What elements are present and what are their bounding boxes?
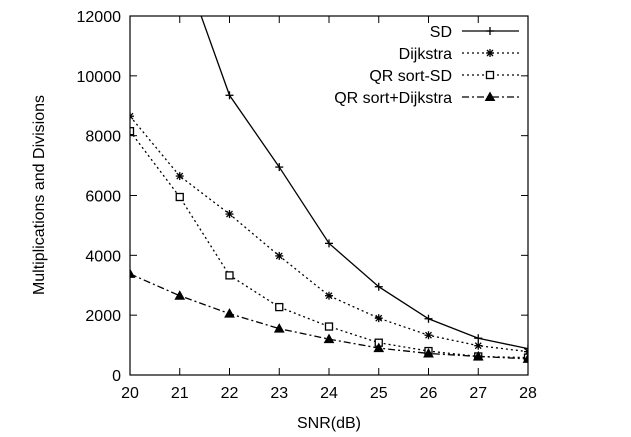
legend-marker bbox=[486, 49, 494, 57]
data-point bbox=[225, 91, 234, 100]
data-point bbox=[225, 271, 234, 280]
x-tick-label: 20 bbox=[121, 385, 139, 402]
data-point bbox=[374, 314, 383, 323]
x-tick-label: 23 bbox=[270, 385, 288, 402]
x-tick-label: 21 bbox=[171, 385, 189, 402]
data-point bbox=[174, 290, 186, 300]
legend-entry: QR sort+Dijkstra bbox=[334, 90, 519, 107]
data-point bbox=[474, 334, 483, 343]
x-axis-title: SNR(dB) bbox=[297, 415, 361, 432]
y-tick-label: 0 bbox=[112, 368, 121, 385]
series-line-dijkstra bbox=[130, 115, 528, 353]
data-point bbox=[424, 331, 433, 340]
legend-marker bbox=[484, 91, 496, 101]
data-point bbox=[323, 333, 335, 344]
series-line-qr-sort-dijkstra bbox=[130, 273, 528, 360]
data-point bbox=[275, 302, 284, 312]
plot-frame bbox=[129, 15, 529, 376]
y-tick-label: 12000 bbox=[77, 9, 122, 26]
y-tick-label: 6000 bbox=[85, 189, 121, 206]
data-point bbox=[324, 322, 334, 331]
data-point bbox=[175, 172, 184, 181]
x-tick-label: 22 bbox=[221, 385, 239, 402]
series-layer bbox=[130, 16, 528, 363]
data-point bbox=[225, 210, 234, 219]
legend-marker bbox=[485, 70, 495, 80]
legend-entry: Dijkstra bbox=[399, 46, 519, 63]
y-tick-label: 8000 bbox=[85, 129, 121, 146]
series-dijkstra bbox=[130, 112, 528, 356]
y-tick-label: 2000 bbox=[85, 308, 121, 325]
legend-label: QR sort-SD bbox=[369, 68, 452, 85]
data-point bbox=[273, 323, 285, 333]
legend-label: QR sort+Dijkstra bbox=[334, 90, 452, 107]
data-point bbox=[424, 314, 433, 323]
y-tick-label: 10000 bbox=[77, 69, 122, 86]
data-point bbox=[522, 353, 528, 363]
x-tick-label: 27 bbox=[469, 385, 487, 402]
x-tick-label: 24 bbox=[320, 385, 338, 402]
data-point bbox=[474, 341, 483, 350]
x-tick-label: 25 bbox=[370, 385, 388, 402]
axis-ticks: 20 21 22 23 24 25 26 27 28 0 2000 4000 6000 8000 10000… bbox=[77, 9, 538, 402]
legend-label: SD bbox=[430, 24, 452, 41]
y-tick-label: 4000 bbox=[85, 248, 121, 265]
data-point bbox=[130, 268, 136, 278]
data-point bbox=[275, 163, 284, 172]
data-point bbox=[472, 350, 484, 361]
legend-entry: QR sort-SD bbox=[369, 68, 519, 85]
data-point bbox=[275, 251, 284, 260]
data-point bbox=[130, 127, 135, 136]
data-point bbox=[175, 192, 184, 202]
legend-entry: SD bbox=[430, 24, 519, 41]
data-point bbox=[325, 291, 333, 300]
x-tick-label: 26 bbox=[420, 385, 438, 402]
x-tick-label: 28 bbox=[519, 385, 537, 402]
data-point bbox=[224, 308, 235, 318]
legend: SD Dijkstra QR sort-SD QR sort+Dijkstra bbox=[334, 24, 519, 107]
y-axis-title: Multiplications and Divisions bbox=[31, 95, 48, 295]
data-point bbox=[423, 347, 434, 358]
data-point bbox=[373, 342, 385, 353]
series-sd bbox=[200, 16, 528, 353]
data-point bbox=[130, 112, 134, 121]
legend-marker bbox=[486, 27, 494, 35]
data-point bbox=[325, 239, 333, 248]
series-qr-sort-dijkstra bbox=[130, 268, 528, 363]
data-point bbox=[374, 282, 383, 291]
legend-label: Dijkstra bbox=[399, 46, 452, 63]
